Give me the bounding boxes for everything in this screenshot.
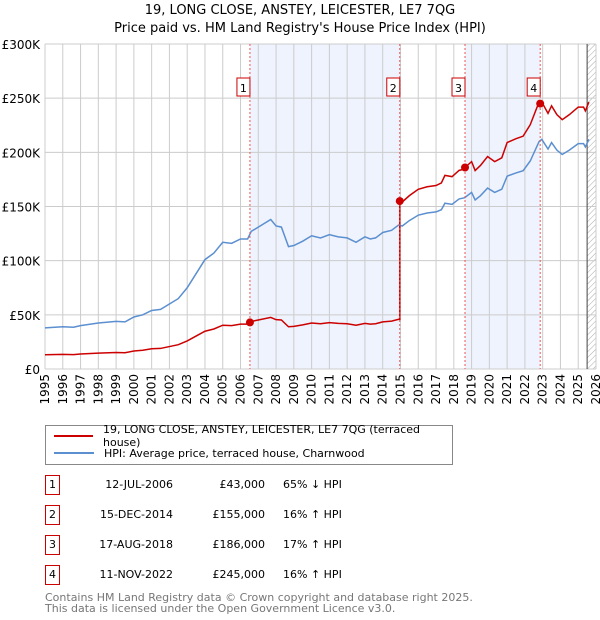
sale-price: £245,000	[212, 568, 266, 581]
x-tick-label: 2024	[553, 374, 567, 405]
x-tick-label: 2004	[198, 374, 212, 405]
sale-price: £155,000	[212, 508, 266, 521]
x-tick-label: 2008	[269, 374, 283, 405]
footer-licence: This data is licensed under the Open Gov…	[45, 602, 396, 615]
y-tick-label: £200K	[2, 146, 42, 160]
sale-label-box	[236, 77, 251, 97]
x-tick-label: 2009	[287, 374, 301, 405]
legend-swatch-red	[54, 435, 93, 437]
chart-title: 19, LONG CLOSE, ANSTEY, LEICESTER, LE7 7…	[144, 3, 456, 18]
price-chart: 1995 1996 1997 1998 1999 2000 2001 2002 2003 2004…	[2, 38, 600, 405]
sale-label-number: 1	[240, 82, 247, 95]
y-tick-label: £50K	[9, 309, 41, 323]
sale-label-number: 3	[455, 82, 462, 95]
sale-point	[245, 318, 254, 327]
legend-item-property: 19, LONG CLOSE, ANSTEY, LEICESTER, LE7 7…	[54, 423, 452, 449]
x-tick-label: 2016	[411, 374, 425, 405]
legend-swatch-blue	[54, 452, 94, 454]
property-price-line	[44, 100, 590, 356]
x-tick-label: 2003	[180, 374, 194, 405]
legend-item-hpi: HPI: Average price, terraced house, Char…	[54, 445, 365, 461]
sale-label-box	[451, 77, 466, 97]
hpi-line	[44, 138, 590, 329]
sale-label-box	[386, 77, 401, 97]
sale-point	[461, 163, 470, 172]
x-tick-label: 2025	[571, 374, 585, 405]
sale-date: 17-AUG-2018	[99, 538, 173, 551]
x-tick-label: 2014	[376, 374, 390, 405]
sale-date: 15-DEC-2014	[99, 508, 173, 521]
x-tick-label: 2020	[482, 374, 496, 405]
x-tick-label: 2021	[500, 374, 514, 405]
legend-label: 19, LONG CLOSE, ANSTEY, LEICESTER, LE7 7…	[103, 423, 421, 449]
sale-price: £186,000	[212, 538, 266, 551]
y-tick-label: £300K	[2, 38, 42, 52]
sale-date: 11-NOV-2022	[99, 568, 173, 581]
y-tick-label: £0	[25, 363, 40, 377]
x-tick-label: 2002	[162, 374, 176, 405]
x-tick-label: 1998	[91, 374, 105, 405]
x-tick-label: 2026	[589, 374, 600, 405]
x-tick-label: 2001	[145, 374, 159, 405]
x-tick-label: 2005	[216, 374, 230, 405]
x-tick-label: 1999	[109, 374, 123, 405]
sale-row: 1 12-JUL-2006 £43,000 65% ↓ HPI	[45, 475, 465, 495]
x-tick-label: 1995	[38, 374, 52, 405]
sale-hpi-diff: 16% ↑ HPI	[283, 508, 342, 521]
x-tick-label: 2022	[518, 374, 532, 405]
footer: Contains HM Land Registry data © Crown c…	[45, 592, 473, 614]
x-tick-label: 2007	[251, 374, 265, 405]
sale-marker-badge: 1	[45, 475, 60, 495]
footer-copyright: Contains HM Land Registry data © Crown c…	[45, 591, 473, 604]
sale-point	[395, 197, 404, 206]
x-tick-label: 1997	[74, 374, 88, 405]
sale-point	[536, 99, 545, 108]
sale-label-box	[526, 77, 541, 97]
x-tick-label: 2011	[322, 374, 336, 405]
x-tick-label: 2015	[393, 374, 407, 405]
sale-marker-badge: 2	[45, 505, 60, 525]
x-tick-label: 1996	[56, 374, 70, 405]
legend: 19, LONG CLOSE, ANSTEY, LEICESTER, LE7 7…	[45, 423, 453, 465]
sale-row: 3 17-AUG-2018 £186,000 17% ↑ HPI	[45, 535, 465, 555]
x-tick-label: 2023	[536, 374, 550, 405]
x-tick-label: 2017	[429, 374, 443, 405]
legend-label: HPI: Average price, terraced house, Char…	[104, 446, 365, 460]
x-tick-label: 2012	[340, 374, 354, 405]
sale-marker-badge: 3	[45, 535, 60, 555]
y-tick-label: £100K	[2, 255, 42, 269]
x-tick-label: 2010	[305, 374, 319, 405]
sale-price: £43,000	[219, 478, 266, 491]
x-tick-label: 2000	[127, 374, 141, 405]
y-tick-label: £250K	[2, 92, 42, 106]
sale-hpi-diff: 16% ↑ HPI	[283, 568, 342, 581]
sale-row: 2 15-DEC-2014 £155,000 16% ↑ HPI	[45, 505, 465, 525]
chart-subtitle: Price paid vs. HM Land Registry's House …	[114, 21, 486, 36]
x-tick-label: 2013	[358, 374, 372, 405]
sale-hpi-diff: 17% ↑ HPI	[283, 538, 342, 551]
sale-label-number: 2	[390, 82, 397, 95]
sale-marker-badge: 4	[45, 565, 60, 585]
x-tick-label: 2006	[234, 374, 248, 405]
x-tick-label: 2019	[465, 374, 479, 405]
x-tick-label: 2018	[447, 374, 461, 405]
sale-row: 4 11-NOV-2022 £245,000 16% ↑ HPI	[45, 565, 465, 585]
y-tick-label: £150K	[2, 201, 42, 215]
sale-label-number: 4	[530, 82, 537, 95]
sale-date: 12-JUL-2006	[105, 478, 173, 491]
sale-hpi-diff: 65% ↓ HPI	[283, 478, 342, 491]
